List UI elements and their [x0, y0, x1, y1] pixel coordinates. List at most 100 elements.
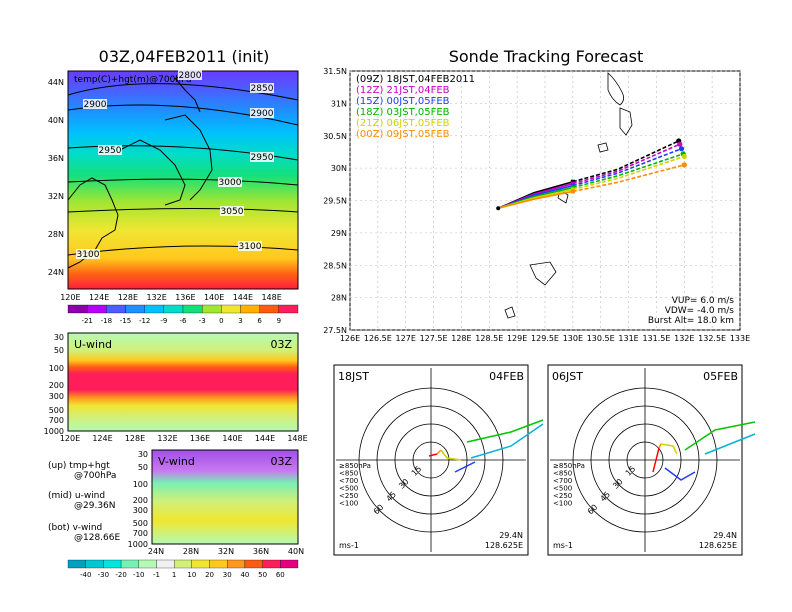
- colorbar-swatch: [125, 304, 145, 314]
- wind-colorbar-tick-label: 10: [187, 571, 196, 579]
- wind-colorbar-tick-label: -30: [98, 571, 109, 579]
- v-y-tick-label: 500: [133, 519, 148, 528]
- contour-label-bg: [250, 83, 274, 93]
- panel-notes: (up) tmp+hgt@700hPa (mid) u-wind@29.36N (b…: [48, 461, 120, 543]
- contour-label-bg: [178, 70, 202, 80]
- colorbar-swatch: [106, 304, 126, 314]
- v-x-tick-label: 36N: [253, 547, 269, 556]
- hodograph-legend-entry: <700: [339, 477, 358, 485]
- init-title: 03Z,04FEB2011 (init): [99, 47, 270, 66]
- wind-colorbar-tick-label: 1: [172, 571, 176, 579]
- u-x-tick-label: 124E: [92, 434, 112, 443]
- wind-colorbar-tick-label: 40: [240, 571, 249, 579]
- u-y-tick-label: 700: [49, 416, 64, 425]
- contour-label: 2900: [84, 100, 107, 110]
- map-y-tick-label: 40N: [48, 116, 64, 125]
- wind-colorbar-swatch: [85, 559, 104, 569]
- map-label: temp(C)+hgt(m)@700hPa: [74, 75, 192, 85]
- track-x-tick-label: 131.5E: [642, 334, 670, 343]
- v-x-tick-label: 32N: [218, 547, 234, 556]
- track-y-tick-label: 30.5N: [323, 132, 347, 141]
- wind-colorbar-swatch: [280, 559, 299, 569]
- track-x-tick-label: 130.5E: [587, 334, 615, 343]
- map-x-tick-label: 148E: [261, 293, 281, 302]
- colorbar-tick-label: -12: [139, 317, 150, 325]
- track-start-point: [496, 206, 501, 211]
- v-y-tick-label: 100: [133, 480, 148, 489]
- hodograph-trace: [658, 443, 662, 449]
- map-y-tick-label: 36N: [48, 154, 64, 163]
- colorbar-tick-label: 6: [257, 317, 262, 325]
- u-y-tick-label: 50: [54, 346, 64, 355]
- track-x-tick-label: 132E: [674, 334, 694, 343]
- wind-colorbar-swatch: [191, 559, 210, 569]
- v-y-tick-label: 30: [138, 450, 148, 459]
- colorbar-tick-label: 9: [277, 317, 281, 325]
- hodograph-trace: [684, 421, 756, 451]
- track-line-forecast: [572, 147, 682, 187]
- colorbar-tick-label: 3: [238, 317, 242, 325]
- hodograph-trace: [436, 449, 442, 455]
- hodograph-units: ms-1: [339, 541, 359, 550]
- contour-label: 3050: [221, 207, 244, 217]
- track-legend-entry: (15Z) 00JST,05FEB: [356, 96, 450, 107]
- hodograph-trace: [652, 447, 660, 473]
- track-line-forecast: [572, 153, 684, 189]
- temperature-colorbar: -21 -18 -15 -12 -9 -6 -3 0 3 6 9: [67, 304, 299, 325]
- wind-colorbar: -40 -30 -20 -10 -1 1 10 20 30 40 50 60: [67, 559, 299, 579]
- map-x-tick-label: 132E: [146, 293, 166, 302]
- map-y-tick-label: 32N: [48, 192, 64, 201]
- hodograph-units: ms-1: [553, 541, 573, 550]
- hodo-right-time: 06JST: [552, 370, 583, 383]
- map-x-tick-label: 120E: [60, 293, 80, 302]
- wind-colorbar-swatch: [103, 559, 122, 569]
- track-x-tick-label: 128.5E: [475, 334, 503, 343]
- track-legend-entry: (18Z) 03JST,05FEB: [356, 107, 450, 118]
- wind-colorbar-swatch: [174, 559, 192, 569]
- track-annotation: Burst Alt= 18.0 km: [648, 316, 734, 326]
- hodograph-trace: [660, 443, 678, 455]
- hodograph-trace: [664, 467, 696, 481]
- hodograph-trace: [428, 453, 438, 457]
- map-y-tick-label: 24N: [48, 268, 64, 277]
- u-wind-label: U-wind: [74, 338, 112, 351]
- hodograph-legend-entry: <250: [553, 492, 572, 500]
- hodograph-legend-entry: <700: [553, 477, 572, 485]
- v-y-tick-label: 1000: [128, 540, 148, 549]
- contour-label-bg: [220, 206, 244, 216]
- wind-colorbar-swatch: [227, 559, 246, 569]
- track-end-point: [681, 153, 687, 160]
- hodograph-lon: 128.625E: [485, 541, 523, 550]
- u-x-tick-label: 140E: [222, 434, 242, 443]
- track-x-tick-label: 128E: [451, 334, 471, 343]
- note-text: (bot) v-wind: [48, 523, 102, 533]
- colorbar-tick-label: -18: [101, 317, 112, 325]
- contour-label-bg: [83, 99, 107, 109]
- track-legend-entry: (09Z) 18JST,04FEB2011: [356, 74, 475, 85]
- v-y-tick-label: 50: [138, 463, 148, 472]
- track-x-tick-label: 127.5E: [420, 334, 448, 343]
- wind-colorbar-tick-label: -20: [115, 571, 126, 579]
- u-x-tick-label: 132E: [157, 434, 177, 443]
- wind-colorbar-swatch: [156, 559, 175, 569]
- wind-colorbar-tick-label: 60: [276, 571, 285, 579]
- hodograph-trace: [466, 419, 544, 443]
- map-y-tick-label: 28N: [48, 230, 64, 239]
- u-x-tick-label: 120E: [60, 434, 80, 443]
- colorbar-tick-label: 0: [219, 317, 223, 325]
- contour-label: 2900: [251, 109, 274, 119]
- colorbar-swatch: [202, 304, 222, 314]
- hodograph-right: 15304560≥850hPa<850<700<500<250<100ms-12…: [547, 364, 756, 556]
- u-x-tick-label: 136E: [190, 434, 210, 443]
- track-x-tick-label: 126E: [340, 334, 360, 343]
- track-line-forecast: [572, 140, 680, 183]
- u-y-tick-label: 100: [49, 364, 64, 373]
- note-text: (mid) u-wind: [48, 491, 105, 501]
- contour-label: 2950: [251, 153, 274, 163]
- track-legend-entry: (21Z) 06JST,05FEB: [356, 118, 450, 129]
- hodograph-legend-entry: <500: [339, 485, 358, 493]
- colorbar-swatch: [259, 304, 279, 314]
- v-wind-label: V-wind: [158, 455, 195, 468]
- u-x-tick-label: 128E: [125, 434, 145, 443]
- hodo-left-time: 18JST: [338, 370, 369, 383]
